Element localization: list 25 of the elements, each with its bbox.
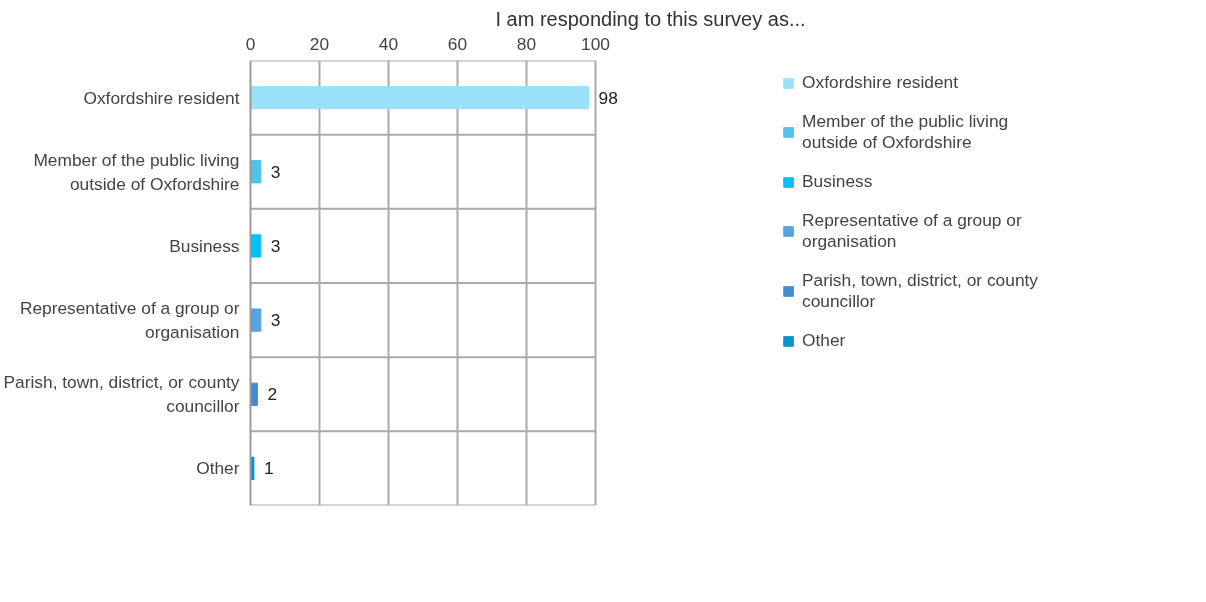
legend-label: Other [802,330,846,351]
data-label: 3 [270,235,281,256]
text: I am responding to this survey as... [495,7,806,30]
data-label: 98 [598,87,618,108]
x-tick-label: 60 [447,33,468,54]
y-tick-label: Oxfordshire resident [83,87,240,108]
legend-label: Member of the public living outside of Oxfordshire [802,111,1009,153]
legend-label: Business [802,171,873,192]
legend-label: Oxfordshire resident [802,72,959,93]
y-tick-label: Business [169,235,240,256]
data-label: 3 [270,161,281,182]
x-tick-label: 80 [516,33,537,54]
x-tick-label: 20 [309,33,330,54]
y-tick-label: Parish, town, district, or county councillor [3,372,240,417]
x-tick-label: 100 [581,33,610,54]
data-label: 2 [267,384,278,405]
legend-label: Parish, town, district, or county councillor [802,270,1038,312]
y-tick-label: Member of the public living outside of Oxfordshire [33,149,240,194]
data-label: 3 [270,310,281,331]
legend-label: Representative of a group or organisation [802,210,1022,252]
x-tick-label: 40 [378,33,399,54]
data-label: 1 [263,458,274,479]
y-tick-label: Representative of a group or organisation [19,298,240,343]
y-tick-label: Other [196,458,240,479]
x-tick-label: 0 [245,33,256,54]
